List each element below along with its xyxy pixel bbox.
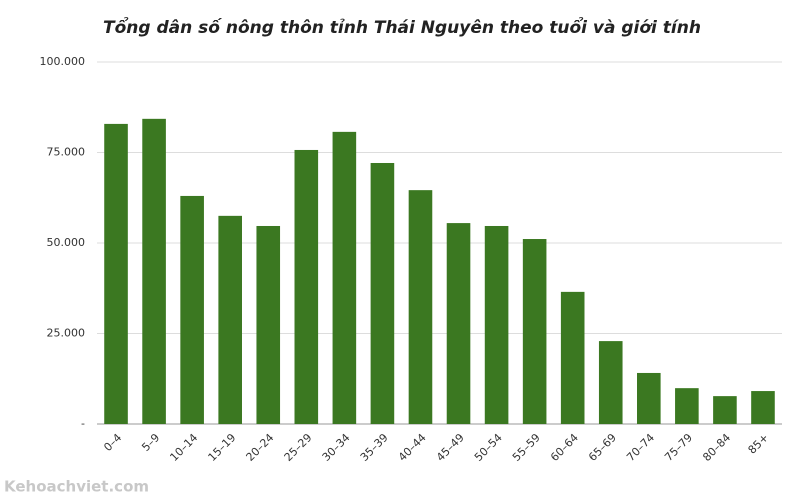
- chart-title: Tổng dân số nông thôn tỉnh Thái Nguyên t…: [103, 16, 701, 38]
- bar: [675, 388, 699, 424]
- bar: [142, 118, 166, 425]
- x-tick-label: 25–29: [282, 431, 315, 464]
- bar: [560, 291, 585, 424]
- bar: [370, 162, 395, 425]
- x-tick-label: 30–34: [320, 431, 353, 464]
- bar: [598, 341, 623, 424]
- x-tick-label: 85+: [746, 431, 772, 457]
- x-tick-label: 80–84: [700, 431, 733, 464]
- bar: [408, 190, 433, 424]
- x-tick-label: 35–39: [358, 431, 391, 464]
- x-tick-label: 40–44: [396, 431, 429, 464]
- watermark: Kehoachviet.com: [4, 478, 149, 496]
- x-tick-label: 75–79: [662, 431, 695, 464]
- bar: [180, 195, 204, 424]
- y-tick-label: 100.000: [40, 55, 86, 68]
- bar: [522, 239, 547, 424]
- x-tick-label: 70–74: [624, 431, 657, 464]
- bar: [294, 149, 319, 424]
- y-tick-label: 50.000: [47, 236, 86, 249]
- x-tick-label: 65–69: [586, 431, 619, 464]
- x-tick-label: 0–4: [101, 431, 124, 454]
- bar: [446, 223, 471, 424]
- bar: [218, 215, 242, 424]
- bar: [104, 123, 128, 424]
- bar: [751, 391, 775, 424]
- x-tick-label: 20–24: [244, 431, 277, 464]
- bar: [484, 225, 509, 424]
- x-tick-label: 60–64: [548, 431, 581, 464]
- bar: [637, 372, 661, 424]
- bar: [256, 225, 281, 424]
- x-tick-label: 5–9: [139, 431, 162, 454]
- x-tick-label: 15–19: [206, 431, 239, 464]
- y-tick-label: 25.000: [47, 327, 86, 340]
- bar: [713, 396, 737, 424]
- y-tick-label: -: [81, 417, 85, 430]
- x-tick-label: 50–54: [472, 431, 505, 464]
- bar: [332, 131, 357, 424]
- y-tick-label: 75.000: [47, 146, 86, 159]
- x-tick-label: 45–49: [434, 431, 467, 464]
- x-tick-label: 10–14: [168, 431, 201, 464]
- x-tick-label: 55–59: [510, 431, 543, 464]
